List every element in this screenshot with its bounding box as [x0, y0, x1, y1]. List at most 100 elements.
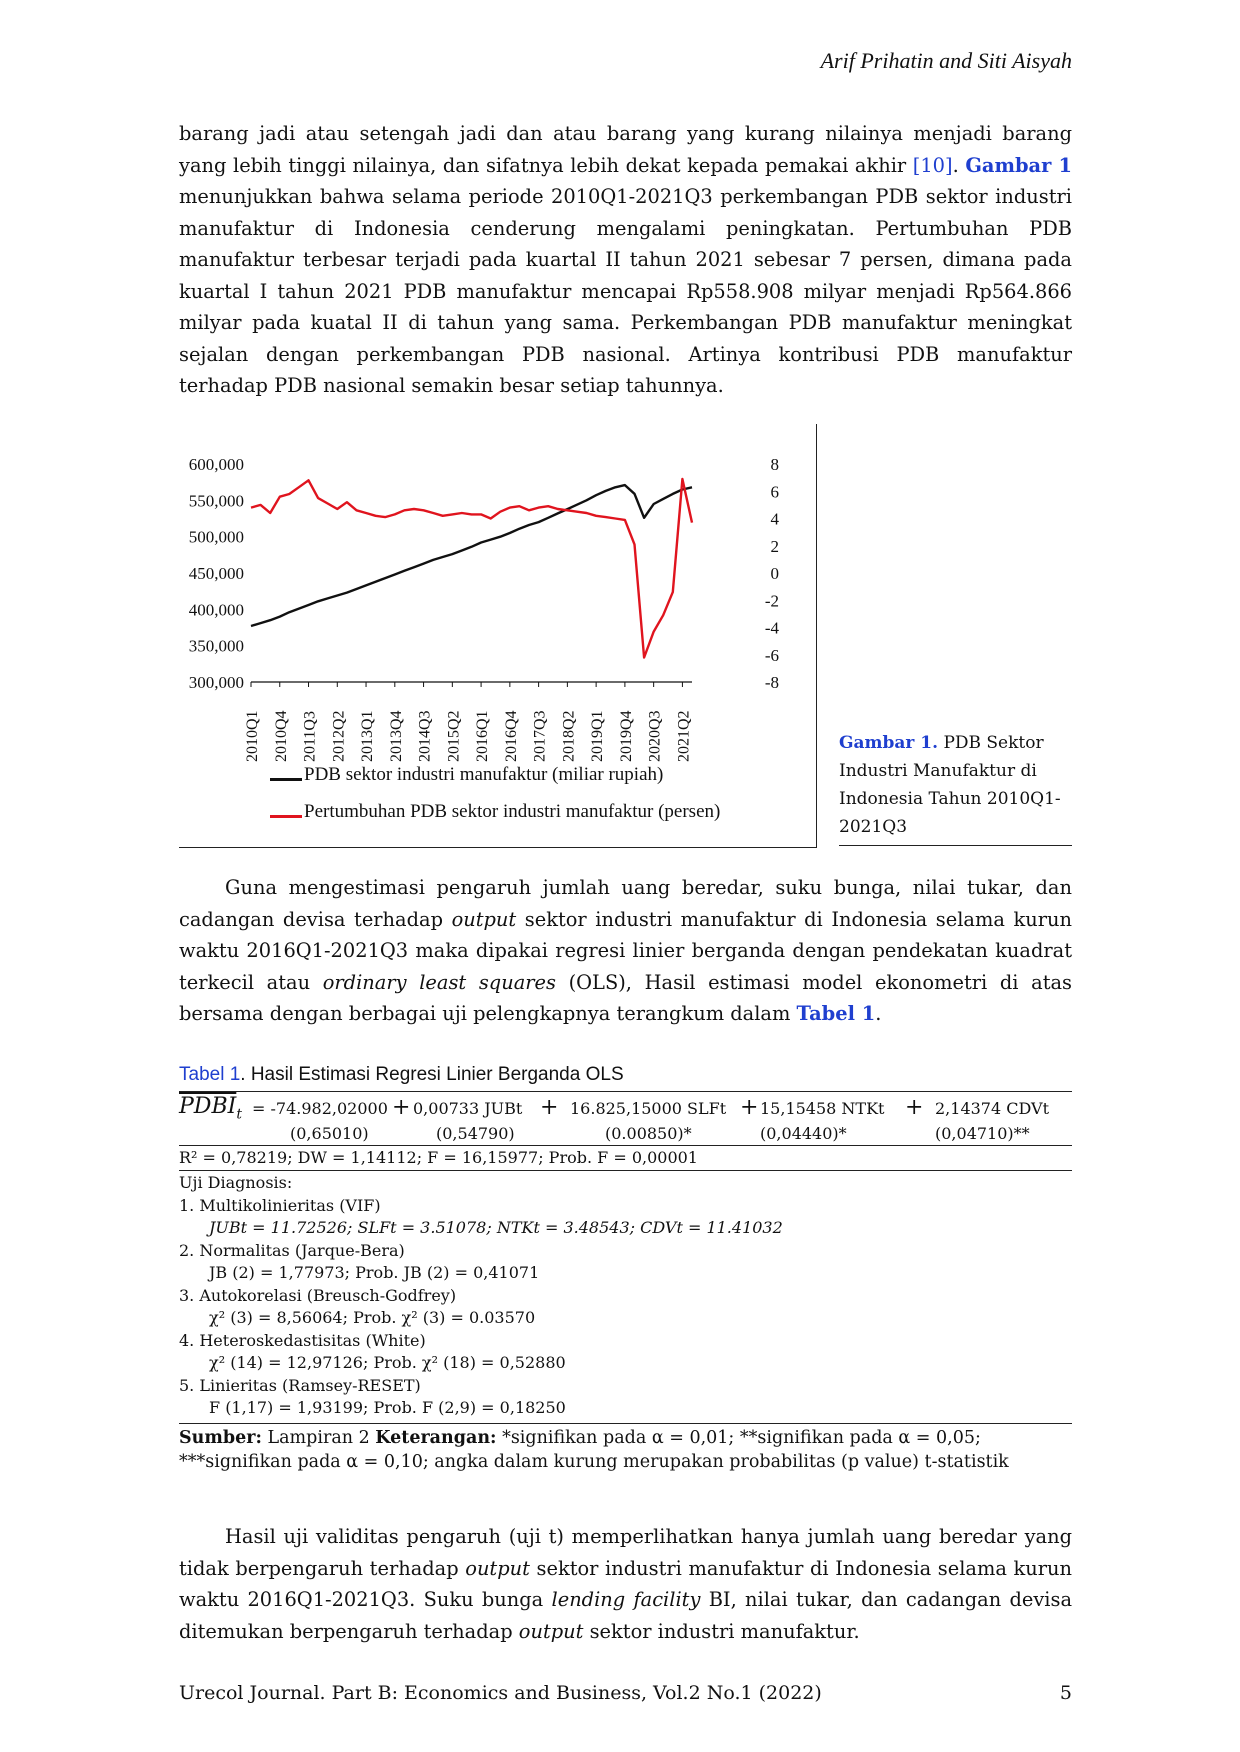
x-tick-label: 2015Q2 — [445, 710, 462, 762]
paragraph-2-text: (OLS), Hasil estimasi model ekonometri d… — [179, 970, 1072, 1026]
diagnostic-detail: JB (2) = 1,77973; Prob. JB (2) = 0,41071 — [209, 1263, 540, 1282]
series-line-growth — [250, 477, 694, 659]
table-mid-rule — [179, 1145, 1072, 1146]
prob-cdv: (0,04710)** — [935, 1124, 1030, 1143]
paragraph-2-text: sektor industri manufaktur di Indonesia … — [179, 907, 1072, 994]
source-label: Sumber: — [179, 1428, 262, 1448]
y-right-tick-label: -8 — [765, 673, 779, 692]
y-left-tick-label: 300,000 — [189, 673, 244, 692]
paragraph-3: Hasil uji validitas pengaruh (uji t) mem… — [179, 1521, 1072, 1647]
table-1-caption: Tabel 1. Hasil Estimasi Regresi Linier B… — [179, 1064, 624, 1086]
x-tick-label: 2020Q3 — [647, 710, 664, 762]
x-tick-label: 2010Q1 — [244, 710, 261, 762]
paragraph-3-text: sektor industri manufaktur. — [583, 1619, 860, 1643]
paragraph-2-italic: output — [451, 907, 517, 931]
equation-term-jub: 0,00733 JUBt — [413, 1099, 523, 1118]
y-right-tick-label: -4 — [765, 619, 780, 638]
paragraph-2-italic: ordinary least squares — [322, 970, 556, 994]
x-tick-label: 2017Q3 — [532, 710, 549, 762]
x-tick-label: 2018Q2 — [560, 710, 577, 762]
table-1-link[interactable]: Tabel 1 — [796, 1002, 876, 1025]
diagnostic-title: Uji Diagnosis: — [179, 1173, 293, 1192]
paragraph-1-text: barang jadi atau setengah jadi dan atau … — [179, 122, 1072, 177]
equation-intercept: = -74.982,02000 — [252, 1099, 388, 1118]
footer-journal: Urecol Journal. Part B: Economics and Bu… — [179, 1682, 822, 1704]
diagnostic-item: 1. Multikolinieritas (VIF) — [179, 1195, 381, 1215]
y-right-tick-label: -6 — [765, 646, 779, 665]
paragraph-3-text: BI, nilai tukar, dan cadangan devisa dit… — [179, 1588, 1072, 1643]
table-source-note: Sumber: Lampiran 2 Keterangan: *signifik… — [179, 1426, 1072, 1474]
prob-slf: (0.00850)* — [605, 1124, 692, 1143]
figure-1-caption-text: PDB Sektor Industri Manufaktur di Indone… — [839, 733, 1061, 837]
x-tick-label: 2021Q2 — [675, 710, 692, 762]
y-right-tick-label: 6 — [771, 482, 780, 501]
paragraph-1-text: . — [952, 153, 966, 177]
y-right-tick-label: 4 — [771, 510, 780, 529]
citation-link[interactable]: [10] — [912, 153, 953, 177]
diagnostic-detail: JUBt = 11.72526; SLFt = 3.51078; NTKt = … — [209, 1218, 783, 1237]
figure-1-link[interactable]: Gambar 1 — [965, 153, 1072, 177]
diagnostic-item: 4. Heteroskedastisitas (White) — [179, 1330, 426, 1350]
regression-stats: R² = 0,78219; DW = 1,14112; F = 16,15977… — [179, 1148, 698, 1167]
paragraph-1-text: menunjukkan bahwa selama periode 2010Q1-… — [179, 185, 1072, 397]
table-1-caption-label: Tabel 1 — [179, 1064, 241, 1085]
figure-1-chart: 600,000 550,000 500,000 450,000 400,000 350,0… — [179, 424, 817, 848]
plus-sign: + — [905, 1095, 924, 1120]
page-number: 5 — [1059, 1682, 1072, 1704]
diagnostic-detail: χ² (14) = 12,97126; Prob. χ² (18) = 0,52… — [209, 1353, 566, 1372]
y-left-tick-label: 400,000 — [189, 600, 244, 619]
equation-lhs: PDBIt — [179, 1094, 242, 1122]
y-left-tick-label: 600,000 — [189, 455, 244, 474]
line-chart: 600,000 550,000 500,000 450,000 400,000 350,0… — [189, 455, 780, 762]
paragraph-2-text: Guna mengestimasi pengaruh jumlah uang b… — [179, 876, 1072, 931]
y-right-tick-label: 0 — [771, 564, 780, 583]
diagnostic-item: 2. Normalitas (Jarque-Bera) — [179, 1240, 405, 1260]
plus-sign: + — [740, 1095, 759, 1120]
paragraph-3-italic: output — [518, 1619, 584, 1643]
diagnostic-detail: F (1,17) = 1,93199; Prob. F (2,9) = 0,18… — [209, 1398, 566, 1417]
x-tick-label: 2011Q3 — [302, 711, 319, 762]
y-right-tick-label: -2 — [765, 591, 779, 610]
x-tick-label: 2019Q1 — [589, 710, 606, 762]
paragraph-1: barang jadi atau setengah jadi dan atau … — [179, 118, 1072, 402]
x-tick-label: 2016Q1 — [474, 710, 491, 762]
paragraph-2: Guna mengestimasi pengaruh jumlah uang b… — [179, 872, 1072, 1030]
equation-lhs-sub: t — [236, 1106, 242, 1123]
paragraph-3-italic: lending facility — [551, 1588, 701, 1611]
x-tick-label: 2012Q2 — [330, 710, 347, 762]
table-mid-rule-2 — [179, 1170, 1072, 1171]
figure-1-caption: Gambar 1. PDB Sektor Industri Manufaktur… — [839, 729, 1072, 846]
diagnostic-detail: χ² (3) = 8,56064; Prob. χ² (3) = 0.03570 — [209, 1308, 536, 1327]
note-label: Keterangan: — [375, 1428, 497, 1448]
paragraph-3-text: Hasil uji validitas pengaruh (uji t) mem… — [179, 1525, 1072, 1580]
x-tick-label: 2013Q4 — [388, 710, 405, 762]
paragraph-2-text: . — [875, 1002, 882, 1025]
source-text: Lampiran 2 — [261, 1428, 376, 1448]
plus-sign: + — [540, 1095, 559, 1120]
y-left-tick-label: 500,000 — [189, 528, 244, 547]
x-tick-label: 2014Q3 — [417, 710, 434, 762]
paragraph-3-text: sektor industri manufaktur di Indonesia … — [179, 1556, 1072, 1612]
paragraph-3-italic: output — [465, 1556, 530, 1580]
legend-swatch-growth — [270, 815, 302, 818]
diagnostic-item: 5. Linieritas (Ramsey-RESET) — [179, 1375, 421, 1395]
equation-lhs-var: PDBI — [179, 1094, 237, 1119]
y-right-tick-label: 2 — [771, 537, 780, 556]
y-left-tick-label: 550,000 — [189, 491, 244, 510]
y-left-tick-label: 350,000 — [189, 637, 244, 656]
figure-1: 600,000 550,000 500,000 450,000 400,000 350,0… — [179, 424, 1072, 848]
series-line-pdb — [250, 483, 693, 628]
running-head: Arif Prihatin and Siti Aisyah — [820, 48, 1072, 73]
x-tick-label: 2013Q1 — [359, 710, 376, 762]
diagnostic-item: 3. Autokorelasi (Breusch-Godfrey) — [179, 1285, 457, 1305]
equation-term-cdv: 2,14374 CDVt — [935, 1099, 1050, 1118]
prob-jub: (0,54790) — [436, 1124, 515, 1143]
legend-label-pdb: PDB sektor industri manufaktur (miliar r… — [304, 764, 664, 785]
y-right-tick-label: 8 — [771, 455, 780, 474]
table-1-caption-text: . Hasil Estimasi Regresi Linier Berganda… — [240, 1064, 624, 1085]
x-tick-label: 2019Q4 — [618, 710, 635, 762]
legend-label-growth: Pertumbuhan PDB sektor industri manufakt… — [304, 801, 721, 822]
plus-sign: + — [392, 1095, 411, 1120]
legend-swatch-pdb — [270, 778, 302, 781]
